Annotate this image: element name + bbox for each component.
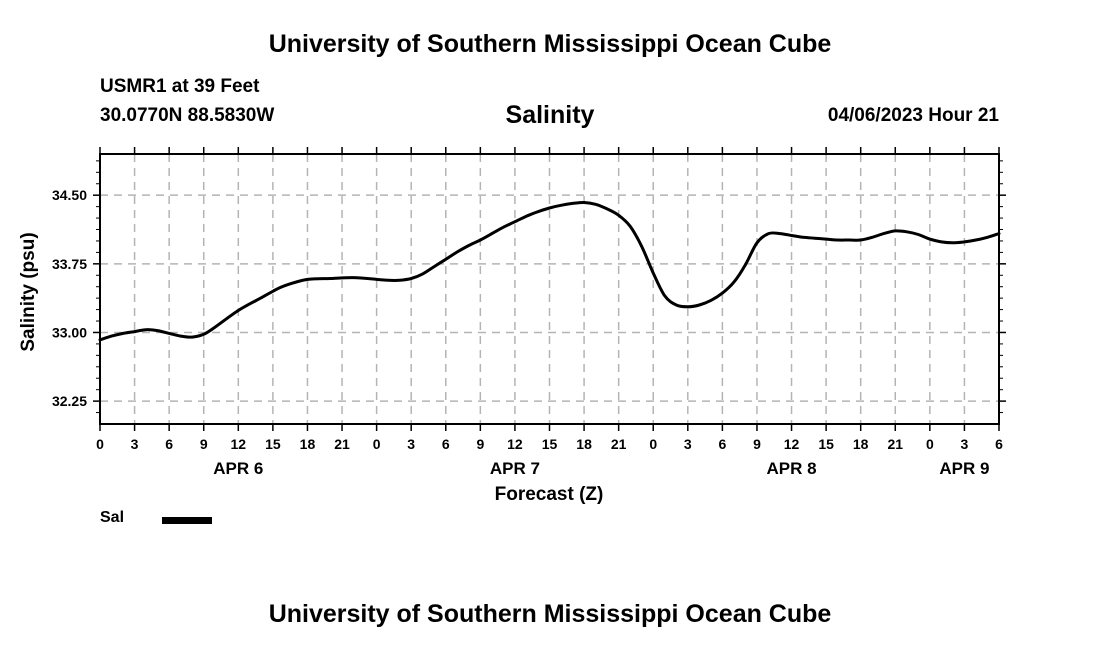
x-tick-label: 0 bbox=[649, 436, 657, 452]
y-tick-label: 34.50 bbox=[52, 187, 87, 203]
x-tick-label: 6 bbox=[718, 436, 726, 452]
y-axis: 32.25 33.00 33.75 34.50 bbox=[52, 160, 1006, 414]
x-tick-label: 15 bbox=[265, 436, 281, 452]
x-tick-label: 3 bbox=[961, 436, 969, 452]
x-tick-label: 9 bbox=[200, 436, 208, 452]
x-tick-label: 12 bbox=[231, 436, 247, 452]
date-label: APR 9 bbox=[939, 459, 989, 478]
date-label: APR 7 bbox=[490, 459, 540, 478]
x-tick-label: 6 bbox=[165, 436, 173, 452]
x-tick-label: 21 bbox=[611, 436, 627, 452]
x-tick-label: 3 bbox=[407, 436, 415, 452]
x-tick-label: 15 bbox=[542, 436, 558, 452]
date-label: APR 6 bbox=[213, 459, 263, 478]
x-tick-label: 0 bbox=[373, 436, 381, 452]
x-tick-label: 21 bbox=[887, 436, 903, 452]
x-tick-label: 3 bbox=[684, 436, 692, 452]
x-tick-label: 18 bbox=[300, 436, 316, 452]
x-axis-label: Forecast (Z) bbox=[495, 484, 604, 505]
footer-title: University of Southern Mississippi Ocean… bbox=[268, 600, 832, 628]
coordinates-label: 30.0770N 88.5830W bbox=[100, 105, 275, 126]
date-label: APR 8 bbox=[766, 459, 816, 478]
x-tick-label: 9 bbox=[476, 436, 484, 452]
x-tick-label: 15 bbox=[818, 436, 834, 452]
y-axis-label: Salinity (psu) bbox=[18, 232, 39, 351]
x-tick-label: 9 bbox=[753, 436, 761, 452]
x-tick-label: 3 bbox=[131, 436, 139, 452]
x-tick-label: 6 bbox=[442, 436, 450, 452]
page-title: University of Southern Mississippi Ocean… bbox=[268, 30, 832, 58]
y-tick-label: 33.75 bbox=[52, 256, 87, 272]
legend-swatch bbox=[162, 517, 212, 524]
grid bbox=[100, 154, 999, 424]
x-tick-label: 0 bbox=[96, 436, 104, 452]
chart-title: Salinity bbox=[505, 101, 595, 129]
x-tick-label: 12 bbox=[507, 436, 523, 452]
station-label: USMR1 at 39 Feet bbox=[100, 76, 260, 97]
y-tick-label: 32.25 bbox=[52, 393, 87, 409]
x-tick-label: 6 bbox=[995, 436, 1003, 452]
x-tick-label: 18 bbox=[853, 436, 869, 452]
x-tick-label: 0 bbox=[926, 436, 934, 452]
x-tick-label: 18 bbox=[576, 436, 592, 452]
legend-label: Sal bbox=[100, 509, 125, 526]
x-tick-label: 12 bbox=[784, 436, 800, 452]
x-tick-label: 21 bbox=[334, 436, 350, 452]
datetime-label: 04/06/2023 Hour 21 bbox=[827, 105, 999, 126]
x-axis: 0 3 6 9 12 15 18 21 0 3 6 9 12 15 18 21 0 3 6 9 12 15 18 21 0 3 6A… bbox=[96, 147, 1003, 478]
series-line-sal bbox=[98, 200, 1001, 342]
y-tick-label: 33.00 bbox=[52, 324, 87, 340]
